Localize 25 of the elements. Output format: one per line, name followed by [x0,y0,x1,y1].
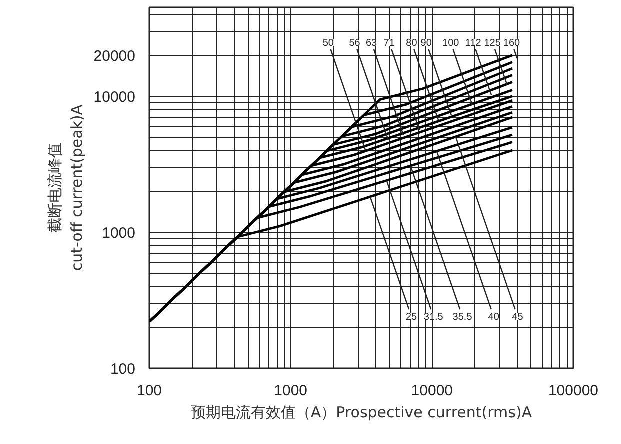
annotation: 56 [349,38,361,49]
x-tick-label: 10000 [411,382,454,400]
y-tick-label: 20000 [94,48,136,65]
x-tick-label: 1000 [274,382,308,400]
x-axis-title: 预期电流有效值（A）Prospective current(rms)A [190,404,533,422]
annotation: 40 [488,312,500,323]
annotation: 80 [406,38,418,49]
y-tick-label: 100 [110,361,136,378]
annotation: 90 [420,38,432,49]
annotation: 45 [512,312,524,323]
annotation: 31.5 [424,312,444,323]
annotation: 63 [366,38,378,49]
annotation: 25 [406,312,418,323]
x-tick-label: 100 [136,382,162,400]
annotation: 71 [384,38,396,49]
x-tick-label: 100000 [548,382,599,400]
y-tick-label: 10000 [94,88,136,106]
annotation: 50 [322,38,334,49]
annotation: 35.5 [452,312,473,323]
annotation: 100 [442,38,460,49]
annotation: 160 [503,38,521,49]
annotation: 112 [465,38,482,49]
annotation: 125 [484,38,502,49]
y-tick-label: 1000 [102,224,136,242]
y-axis-title: 截断电流峰值 cut-off current(peak)A [46,104,86,272]
